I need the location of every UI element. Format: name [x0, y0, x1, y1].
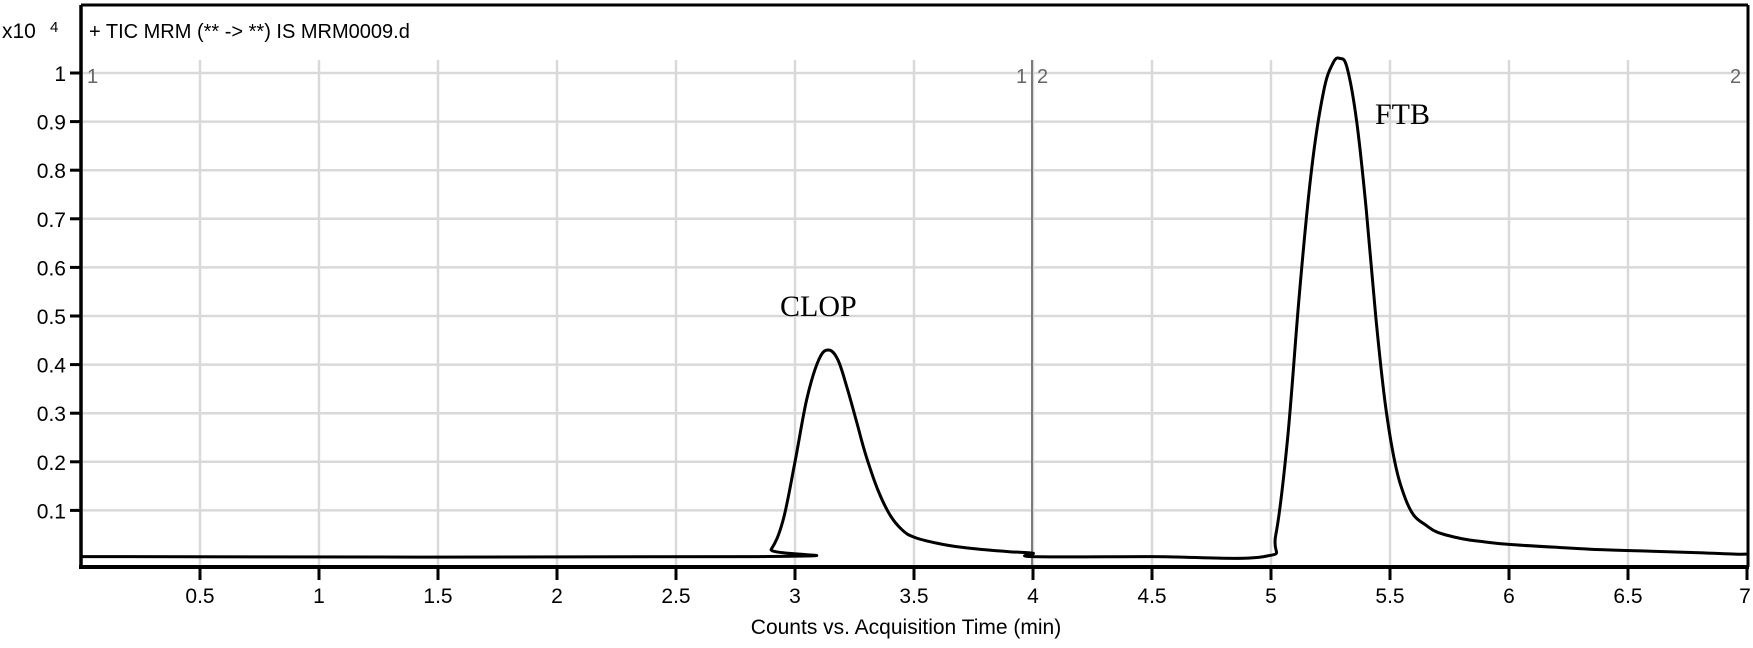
x-tick-label: 1.5 [423, 585, 452, 608]
segment-2-end-label: 2 [1730, 66, 1741, 88]
y-tick-label: 0.1 [37, 500, 66, 523]
x-tick-label: 3.5 [899, 585, 928, 608]
y-tick-label: 0.4 [37, 355, 67, 378]
peak-label-ftb: FTB [1375, 98, 1430, 131]
y-tick-label: 0.8 [37, 160, 66, 183]
segment-1-end-label: 1 [1016, 66, 1027, 88]
x-axis-title: Counts vs. Acquisition Time (min) [751, 616, 1061, 639]
y-tick-label: 0.5 [37, 306, 66, 329]
segment-1-start-label: 1 [87, 66, 98, 88]
x-tick-label: 5.5 [1375, 585, 1404, 608]
y-axis-ticks: 1 0.9 0.8 0.7 0.6 0.5 0.4 0.3 0.2 0.1 [37, 63, 81, 523]
x-tick-label: 4 [1027, 585, 1039, 608]
y-tick-label: 0.9 [37, 112, 66, 135]
y-scale-label: x10 [2, 20, 36, 43]
y-tick-label: 0.6 [37, 257, 66, 280]
x-tick-label: 7 [1739, 585, 1751, 608]
y-tick-label: 0.2 [37, 452, 66, 475]
x-tick-label: 6 [1503, 585, 1515, 608]
segment-2-start-label: 2 [1037, 66, 1048, 88]
y-tick-label: 0.3 [37, 403, 66, 426]
y-tick-label: 0.7 [37, 209, 66, 232]
x-tick-label: 2 [551, 585, 563, 608]
peak-label-clop: CLOP [780, 290, 857, 323]
x-tick-label: 3 [789, 585, 801, 608]
x-tick-label: 2.5 [661, 585, 690, 608]
x-tick-label: 5 [1265, 585, 1277, 608]
x-tick-label: 0.5 [185, 585, 214, 608]
x-axis-ticks: 0.5 1 1.5 2 2.5 3 3.5 4 4.5 5 5.5 6 6.5 7 [185, 567, 1751, 608]
x-tick-label: 4.5 [1137, 585, 1166, 608]
y-scale-exponent: 4 [50, 19, 58, 36]
x-tick-label: 6.5 [1613, 585, 1642, 608]
y-tick-label: 1 [54, 63, 66, 86]
chart-title: + TIC MRM (** -> **) IS MRM0009.d [89, 21, 410, 43]
tic-trace [80, 56, 1748, 560]
grid-lines [83, 60, 1746, 566]
x-tick-label: 1 [313, 585, 325, 608]
